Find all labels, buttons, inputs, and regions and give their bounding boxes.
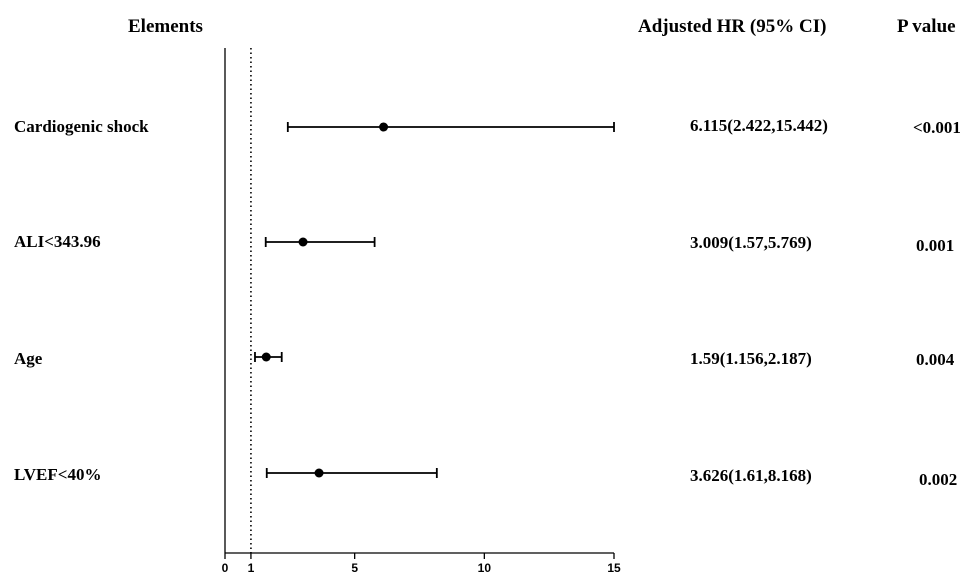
p-value-header: P value xyxy=(897,16,956,37)
hr-point-3 xyxy=(314,468,324,478)
row-label-cardiogenic-shock: Cardiogenic shock xyxy=(14,117,149,136)
hr-text-ali: 3.009(1.57,5.769) xyxy=(690,233,812,252)
hr-text-cardiogenic-shock: 6.115(2.422,15.442) xyxy=(690,116,828,135)
p-value-cardiogenic-shock: <0.001 xyxy=(913,118,961,137)
hr-point-1 xyxy=(298,237,308,247)
x-tick-label-0: 0 xyxy=(222,561,229,575)
elements-header: Elements xyxy=(128,16,203,37)
x-tick-label-5: 5 xyxy=(351,561,358,575)
hr-text-age: 1.59(1.156,2.187) xyxy=(690,349,812,368)
hr-point-2 xyxy=(261,352,271,362)
x-tick-label-1: 1 xyxy=(248,561,255,575)
row-label-ali: ALI<343.96 xyxy=(14,232,101,251)
p-value-ali: 0.001 xyxy=(916,236,955,255)
hr-point-0 xyxy=(379,122,389,132)
row-label-lvef: LVEF<40% xyxy=(14,465,102,484)
x-tick-label-15: 15 xyxy=(607,561,621,575)
hr-header: Adjusted HR (95% CI) xyxy=(638,16,827,37)
row-label-age: Age xyxy=(14,349,43,368)
hr-text-lvef: 3.626(1.61,8.168) xyxy=(690,466,812,485)
x-tick-label-10: 10 xyxy=(478,561,492,575)
p-value-age: 0.004 xyxy=(916,350,955,369)
p-value-lvef: 0.002 xyxy=(919,470,958,489)
